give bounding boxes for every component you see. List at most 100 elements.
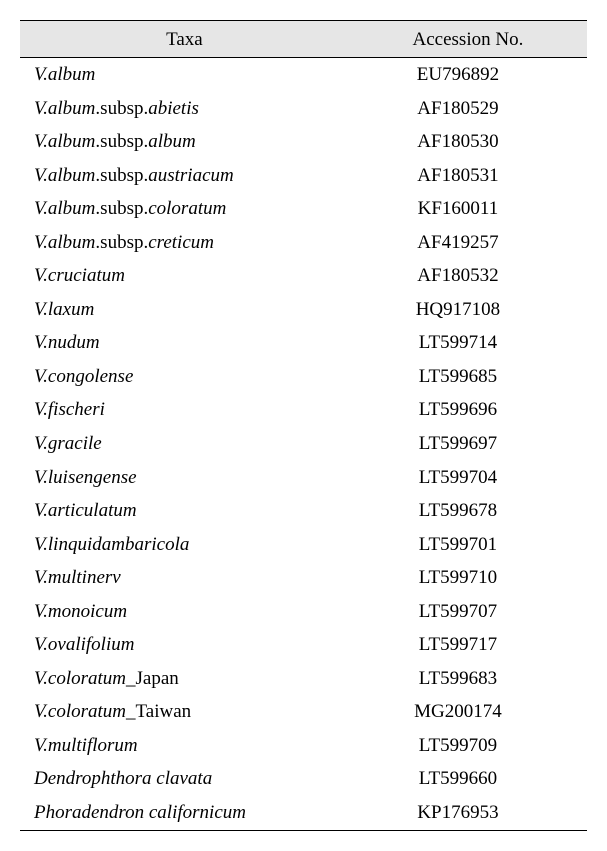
taxa-text-segment: .subsp. xyxy=(95,165,148,186)
table-row: V.gracile LT599697 xyxy=(20,427,587,461)
taxa-cell: V.album.subsp.austriacum xyxy=(20,159,349,193)
table-body: V.albumEU796892V.album.subsp.abietisAF18… xyxy=(20,58,587,831)
taxa-text-segment: .subsp. xyxy=(95,98,148,119)
accession-cell: AF419257 xyxy=(349,226,587,260)
accession-cell: AF180531 xyxy=(349,159,587,193)
table-row: V.album.subsp.creticumAF419257 xyxy=(20,226,587,260)
accession-cell: AF180529 xyxy=(349,92,587,126)
taxa-italic-segment: V.album xyxy=(34,98,95,119)
taxa-italic-segment: V.multiflorum xyxy=(34,735,138,756)
accession-cell: LT599683 xyxy=(349,662,587,696)
taxa-italic-segment: V.fischeri xyxy=(34,399,105,420)
accession-cell: KF160011 xyxy=(349,192,587,226)
table-row: V.linquidambaricola LT599701 xyxy=(20,528,587,562)
taxa-italic-segment: V.luisengense xyxy=(34,467,137,488)
taxa-italic-segment: V.album xyxy=(34,131,95,152)
taxa-text-segment: _Taiwan xyxy=(126,701,191,722)
taxa-cell: V.coloratum_Japan xyxy=(20,662,349,696)
taxa-text-segment: _Japan xyxy=(126,668,179,689)
accession-cell: MG200174 xyxy=(349,695,587,729)
taxa-italic-segment: V.monoicum xyxy=(34,601,127,622)
taxa-cell: V.laxum xyxy=(20,293,349,327)
table-row: V.albumEU796892 xyxy=(20,58,587,92)
taxa-italic-segment: V.multinerv xyxy=(34,567,121,588)
taxa-italic-segment: abietis xyxy=(148,98,199,119)
taxa-cell: V.articulatum xyxy=(20,494,349,528)
accession-cell: LT599696 xyxy=(349,393,587,427)
table-row: V.coloratum_TaiwanMG200174 xyxy=(20,695,587,729)
taxa-cell: V.fischeri xyxy=(20,393,349,427)
taxa-italic-segment: creticum xyxy=(148,232,214,253)
taxa-italic-segment: V.gracile xyxy=(34,433,102,454)
table-row: Dendrophthora clavata LT599660 xyxy=(20,762,587,796)
taxa-cell: V.album.subsp.coloratum xyxy=(20,192,349,226)
taxa-cell: V.album xyxy=(20,58,349,92)
taxa-cell: V.coloratum_Taiwan xyxy=(20,695,349,729)
table-row: V.album.subsp.albumAF180530 xyxy=(20,125,587,159)
taxa-italic-segment: austriacum xyxy=(148,165,234,186)
taxa-italic-segment: V.album xyxy=(34,165,95,186)
taxa-table: Taxa Accession No. V.albumEU796892V.albu… xyxy=(20,20,587,831)
taxa-italic-segment: V.ovalifolium xyxy=(34,634,134,655)
taxa-cell: V.cruciatum xyxy=(20,259,349,293)
table-row: V.luisengenseLT599704 xyxy=(20,461,587,495)
accession-cell: LT599717 xyxy=(349,628,587,662)
taxa-text-segment: .subsp. xyxy=(95,131,148,152)
table-row: V.ovalifolium LT599717 xyxy=(20,628,587,662)
accession-cell: AF180532 xyxy=(349,259,587,293)
taxa-italic-segment: V.linquidambaricola xyxy=(34,534,189,555)
col-header-accession: Accession No. xyxy=(349,21,587,58)
accession-cell: LT599707 xyxy=(349,595,587,629)
table-row: V.congolenseLT599685 xyxy=(20,360,587,394)
taxa-table-container: Taxa Accession No. V.albumEU796892V.albu… xyxy=(20,20,587,831)
taxa-cell: V.linquidambaricola xyxy=(20,528,349,562)
taxa-italic-segment: album xyxy=(148,131,196,152)
taxa-cell: V.album.subsp.creticum xyxy=(20,226,349,260)
col-header-taxa: Taxa xyxy=(20,21,349,58)
accession-cell: EU796892 xyxy=(349,58,587,92)
taxa-cell: V.monoicum xyxy=(20,595,349,629)
table-row: V.album.subsp.austriacumAF180531 xyxy=(20,159,587,193)
taxa-cell: Dendrophthora clavata xyxy=(20,762,349,796)
table-row: V.nudum LT599714 xyxy=(20,326,587,360)
table-row: V.album.subsp.coloratumKF160011 xyxy=(20,192,587,226)
taxa-text-segment: .subsp. xyxy=(95,198,148,219)
table-row: V.cruciatum AF180532 xyxy=(20,259,587,293)
table-row: V.coloratum_JapanLT599683 xyxy=(20,662,587,696)
taxa-italic-segment: V.cruciatum xyxy=(34,265,125,286)
table-header-row: Taxa Accession No. xyxy=(20,21,587,58)
taxa-italic-segment: V.coloratum xyxy=(34,701,126,722)
taxa-cell: V.ovalifolium xyxy=(20,628,349,662)
taxa-italic-segment: Phoradendron californicum xyxy=(34,802,246,823)
taxa-italic-segment: V.coloratum xyxy=(34,668,126,689)
taxa-italic-segment: V.album xyxy=(34,232,95,253)
taxa-cell: V.nudum xyxy=(20,326,349,360)
accession-cell: LT599660 xyxy=(349,762,587,796)
table-row: V.multinerv LT599710 xyxy=(20,561,587,595)
taxa-italic-segment: V.album xyxy=(34,198,95,219)
accession-cell: LT599678 xyxy=(349,494,587,528)
accession-cell: LT599701 xyxy=(349,528,587,562)
taxa-cell: V.multinerv xyxy=(20,561,349,595)
accession-cell: LT599710 xyxy=(349,561,587,595)
taxa-cell: V.gracile xyxy=(20,427,349,461)
taxa-cell: V.luisengense xyxy=(20,461,349,495)
taxa-cell: V.album.subsp.abietis xyxy=(20,92,349,126)
taxa-italic-segment: V.nudum xyxy=(34,332,100,353)
table-row: V.articulatum LT599678 xyxy=(20,494,587,528)
table-row: V.fischeri LT599696 xyxy=(20,393,587,427)
table-row: Phoradendron californicumKP176953 xyxy=(20,796,587,830)
taxa-cell: V.congolense xyxy=(20,360,349,394)
accession-cell: HQ917108 xyxy=(349,293,587,327)
accession-cell: LT599697 xyxy=(349,427,587,461)
taxa-italic-segment: Dendrophthora clavata xyxy=(34,768,212,789)
table-row: V.monoicum LT599707 xyxy=(20,595,587,629)
taxa-italic-segment: V.articulatum xyxy=(34,500,137,521)
taxa-italic-segment: V.congolense xyxy=(34,366,133,387)
taxa-cell: V.album.subsp.album xyxy=(20,125,349,159)
taxa-italic-segment: coloratum xyxy=(148,198,226,219)
taxa-text-segment: .subsp. xyxy=(95,232,148,253)
taxa-italic-segment: V.laxum xyxy=(34,299,94,320)
accession-cell: LT599714 xyxy=(349,326,587,360)
table-row: V.album.subsp.abietisAF180529 xyxy=(20,92,587,126)
